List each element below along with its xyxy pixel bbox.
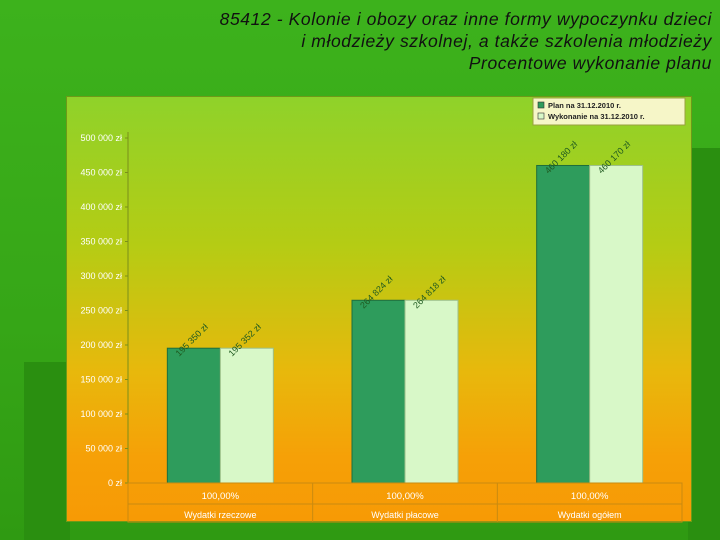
bar-plan bbox=[351, 299, 406, 484]
page-title: 85412 - Kolonie i obozy oraz inne formy … bbox=[12, 8, 712, 74]
category-label: Wydatki rzeczowe bbox=[184, 510, 256, 520]
y-tick-label: 200 000 zł bbox=[80, 340, 122, 350]
bar-wykonanie bbox=[404, 299, 459, 484]
legend-swatch bbox=[537, 101, 545, 109]
bar-plan bbox=[536, 164, 591, 484]
background-decoration-right bbox=[688, 148, 720, 540]
title-line-3: Procentowe wykonanie planu bbox=[468, 53, 712, 73]
category-label: Wydatki ogółem bbox=[558, 510, 622, 520]
bar-plan bbox=[166, 347, 221, 484]
y-tick-label: 50 000 zł bbox=[85, 444, 122, 454]
bar-wykonanie bbox=[219, 347, 274, 484]
legend-entry: Plan na 31.12.2010 r. bbox=[548, 101, 621, 110]
bar-wykonanie bbox=[589, 164, 644, 484]
y-tick-label: 500 000 zł bbox=[80, 133, 122, 143]
legend-swatch bbox=[537, 112, 545, 120]
y-tick-label: 400 000 zł bbox=[80, 202, 122, 212]
percentage-label: 100,00% bbox=[571, 491, 609, 502]
percentage-label: 100,00% bbox=[386, 491, 424, 502]
category-label: Wydatki płacowe bbox=[371, 510, 438, 520]
y-tick-label: 0 zł bbox=[108, 478, 122, 488]
y-tick-label: 150 000 zł bbox=[80, 375, 122, 385]
y-tick-label: 250 000 zł bbox=[80, 306, 122, 316]
background-decoration-left bbox=[24, 362, 70, 540]
y-tick-label: 100 000 zł bbox=[80, 409, 122, 419]
legend-entry: Wykonanie na 31.12.2010 r. bbox=[548, 112, 645, 121]
y-tick-label: 300 000 zł bbox=[80, 271, 122, 281]
y-tick-label: 450 000 zł bbox=[80, 168, 122, 178]
data-table-border bbox=[127, 482, 683, 523]
legend-box bbox=[532, 97, 686, 126]
y-tick-label: 350 000 zł bbox=[80, 237, 122, 247]
percentage-label: 100,00% bbox=[202, 491, 240, 502]
title-line-1: 85412 - Kolonie i obozy oraz inne formy … bbox=[219, 9, 712, 29]
title-line-2: i młodzieży szkolnej, a także szkolenia … bbox=[301, 31, 712, 51]
